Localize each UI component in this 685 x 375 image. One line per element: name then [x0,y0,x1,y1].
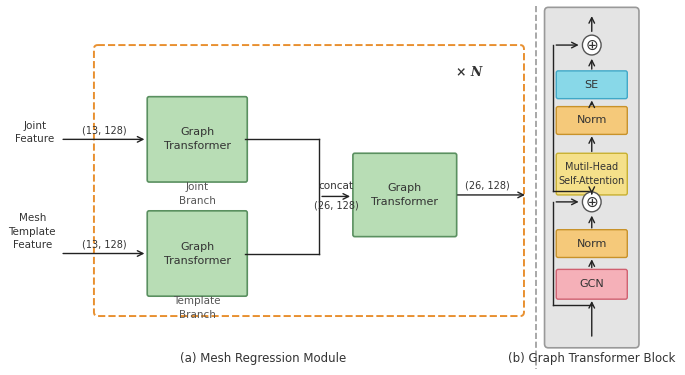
Text: Joint
Branch: Joint Branch [179,182,216,206]
Text: SE: SE [585,80,599,90]
Text: Norm: Norm [577,116,607,126]
Text: (26, 128): (26, 128) [465,181,510,191]
FancyBboxPatch shape [353,153,457,237]
FancyBboxPatch shape [556,269,627,299]
Text: × N: × N [456,66,482,80]
Text: Graph
Transformer: Graph Transformer [371,183,438,207]
FancyBboxPatch shape [556,153,627,195]
Text: GCN: GCN [580,279,604,289]
Text: Norm: Norm [577,238,607,249]
Text: Template
Branch: Template Branch [173,297,221,320]
Text: (26, 128): (26, 128) [314,200,358,210]
Text: (a) Mesh Regression Module: (a) Mesh Regression Module [180,352,347,365]
FancyBboxPatch shape [147,211,247,296]
Text: concat: concat [319,182,353,192]
Text: (13, 128): (13, 128) [82,240,127,249]
Circle shape [582,35,601,55]
FancyBboxPatch shape [556,106,627,134]
Text: Graph
Transformer: Graph Transformer [164,242,231,266]
Text: Mesh
Template
Feature: Mesh Template Feature [8,213,56,250]
FancyBboxPatch shape [556,230,627,258]
Text: (b) Graph Transformer Block: (b) Graph Transformer Block [508,352,675,365]
Text: $\oplus$: $\oplus$ [585,38,599,52]
FancyBboxPatch shape [545,8,639,348]
Text: Mutil-Head
Self-Attention: Mutil-Head Self-Attention [559,162,625,186]
Text: Graph
Transformer: Graph Transformer [164,128,231,152]
Text: (13, 128): (13, 128) [82,125,127,135]
Text: $\oplus$: $\oplus$ [585,194,599,209]
FancyBboxPatch shape [556,71,627,99]
Text: Joint
Feature: Joint Feature [16,121,55,144]
FancyBboxPatch shape [147,97,247,182]
Circle shape [582,192,601,212]
